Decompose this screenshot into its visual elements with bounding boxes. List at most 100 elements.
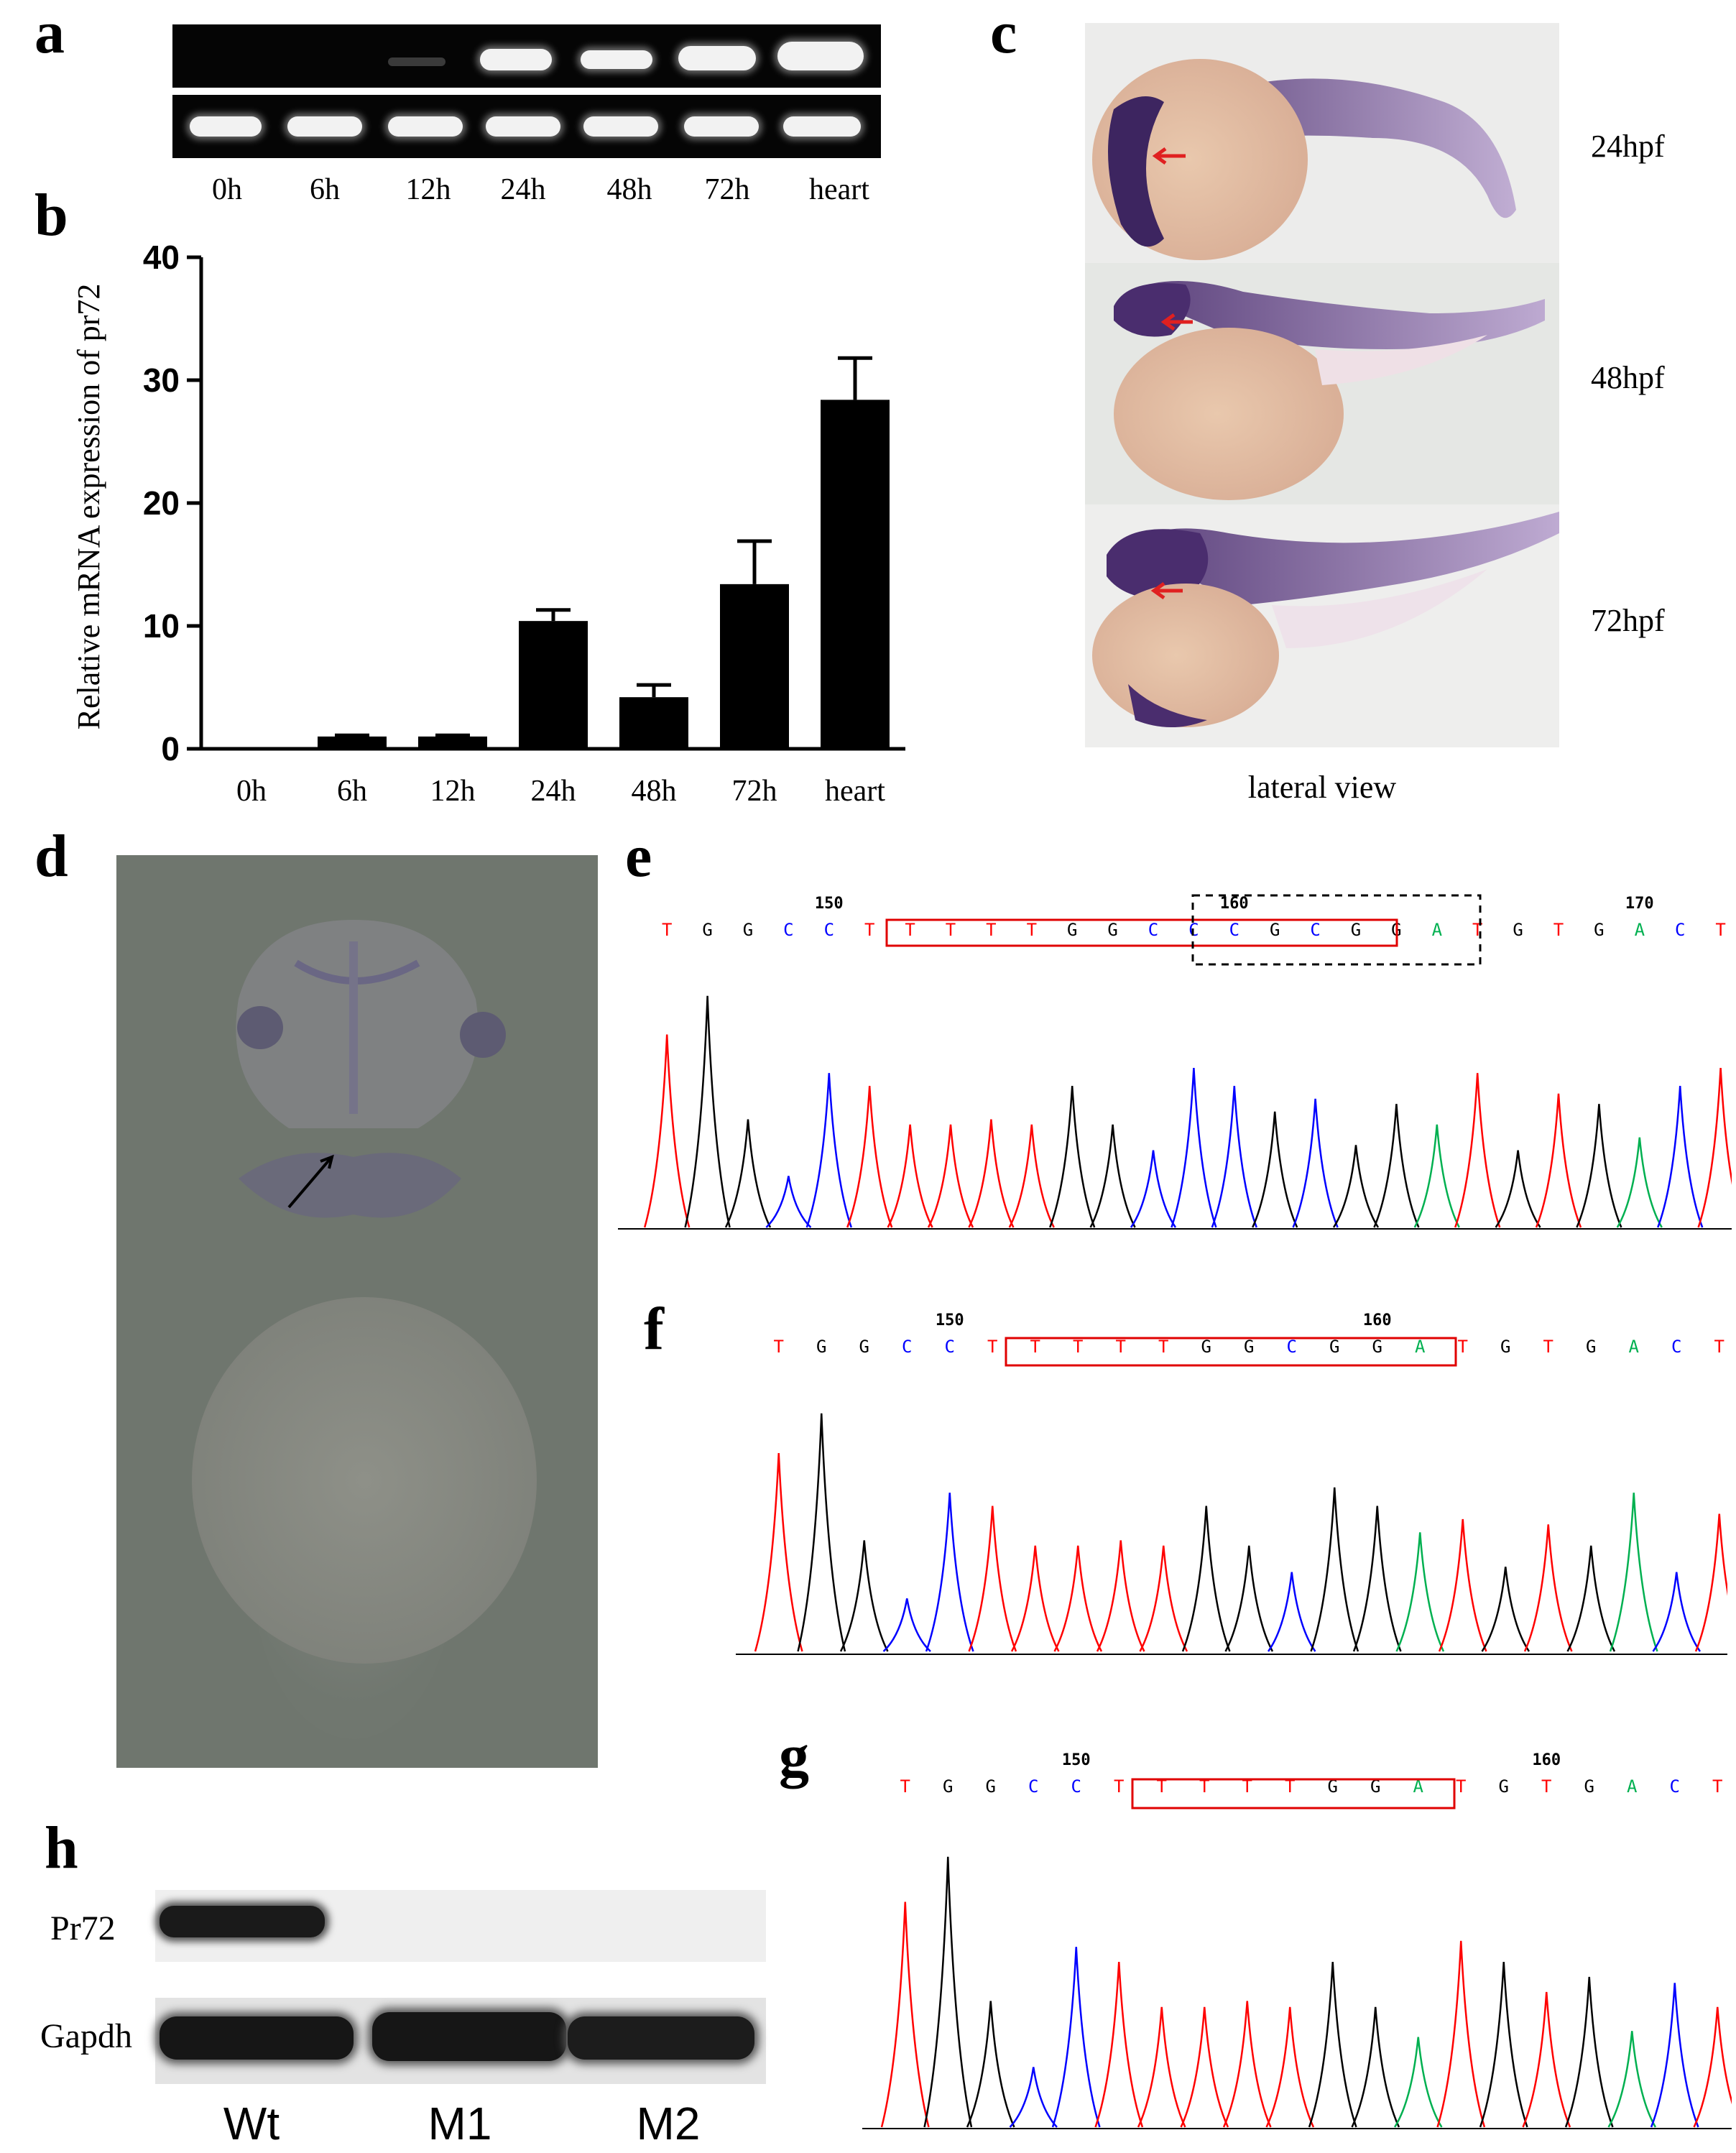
trace-peak [1352,1506,1402,1652]
trace-peak [1211,1086,1257,1228]
bar-24h [519,621,588,749]
base-call: G [859,1337,869,1357]
trace-peak [880,1901,930,2128]
base-call: G [702,920,712,940]
trace-peak [925,1493,974,1652]
trace-peak [805,1073,852,1228]
trace-peak [1089,1124,1136,1228]
trace-peak [1008,1124,1055,1228]
base-call: T [1242,1776,1252,1797]
sequence-box [1005,1337,1457,1367]
trace-peak [1171,1067,1217,1228]
trace-peak [797,1413,846,1652]
embryo-24hpf [1085,23,1559,263]
base-call: T [1541,1776,1551,1797]
y-tick-label: 40 [143,239,180,276]
trace-peak [1096,1540,1145,1652]
y-tick-label: 20 [143,484,180,522]
base-call: A [1635,920,1645,940]
base-call: T [662,920,672,940]
base-call: T [1553,920,1564,940]
trace-peak [1495,1150,1541,1228]
base-call: G [1594,920,1604,940]
x-tick-label: 6h [337,775,367,808]
base-call: G [1584,1776,1594,1797]
base-call: A [1413,1776,1424,1797]
trace-peak [1693,2006,1732,2128]
trace-peak [846,1086,893,1228]
base-call: T [1456,1776,1466,1797]
gel-band [678,46,756,70]
base-call: C [1675,920,1685,940]
trace-peak [927,1124,974,1228]
embryo-lateral-views [1085,23,1559,747]
gel-band [583,116,658,137]
position-number: 160 [1220,895,1249,913]
trace-peak [1137,2006,1186,2128]
base-call: C [1028,1776,1038,1797]
trace-peak [1180,2006,1229,2128]
base-call: A [1629,1337,1640,1357]
trace-peak [1308,1962,1357,2128]
base-call: T [1027,920,1037,940]
base-call: G [1244,1337,1254,1357]
trace-peak [1413,1124,1460,1228]
trace-peak [1139,1545,1188,1652]
trace-peak [1523,1524,1573,1652]
bar-heart [821,400,890,749]
blot-band [160,2016,354,2060]
trace-peak [1694,1513,1727,1652]
trace-peak [887,1124,933,1228]
panel-letter-b: b [34,182,68,249]
gel-band [783,116,861,137]
base-call: C [1310,920,1320,940]
gel-band [287,116,362,137]
trace-peak [1130,1150,1177,1228]
base-call: C [945,1337,955,1357]
gel-band [480,49,552,70]
trace-peak [1564,1976,1614,2128]
trace-peak [1094,1962,1144,2128]
trace-peak [1053,1545,1103,1652]
trace-peak [1576,1104,1622,1228]
stage-label-48hpf: 48hpf [1591,360,1665,395]
trace-peak [1332,1145,1380,1228]
lane-label-0h: 0h [212,173,242,206]
panel-letter-g: g [779,1723,809,1789]
sequence-box [885,918,1398,947]
trace-peak [1566,1545,1616,1652]
base-call: A [1415,1337,1426,1357]
base-call: G [1328,1776,1338,1797]
blot-band [160,1906,325,1937]
gel-band [388,116,463,137]
stage-label-72hpf: 72hpf [1591,603,1665,638]
blot-band [372,2012,566,2061]
base-call: G [1513,920,1523,940]
base-call: G [1067,920,1077,940]
base-call: T [1458,1337,1468,1357]
base-call: G [1586,1337,1596,1357]
base-call: T [1714,1337,1725,1357]
trace-peak [968,1119,1015,1228]
trace-peak [1268,1572,1316,1652]
sequence-box [1131,1778,1456,1809]
base-call: A [1627,1776,1638,1797]
base-call: C [1287,1337,1297,1357]
panel-letter-d: d [34,823,68,890]
position-number: 160 [1363,1311,1392,1329]
trace-peak [1310,1487,1359,1652]
x-tick-label: 12h [430,775,476,808]
trace-peak [754,1452,803,1652]
y-tick-label: 0 [161,730,180,767]
panel-letter-a: a [34,0,65,66]
base-call: C [1670,1776,1680,1797]
trace-peak [765,1176,812,1228]
chromatogram-f: T G G C C T T T T T G G C G G A T G T G A C T 150 160 [736,1311,1727,1655]
bar-6h [318,736,387,749]
base-call: G [816,1337,826,1357]
trace-peak [1697,1067,1732,1228]
gel-band [581,50,652,69]
position-number: 150 [815,895,844,913]
bar-12h [418,736,487,749]
